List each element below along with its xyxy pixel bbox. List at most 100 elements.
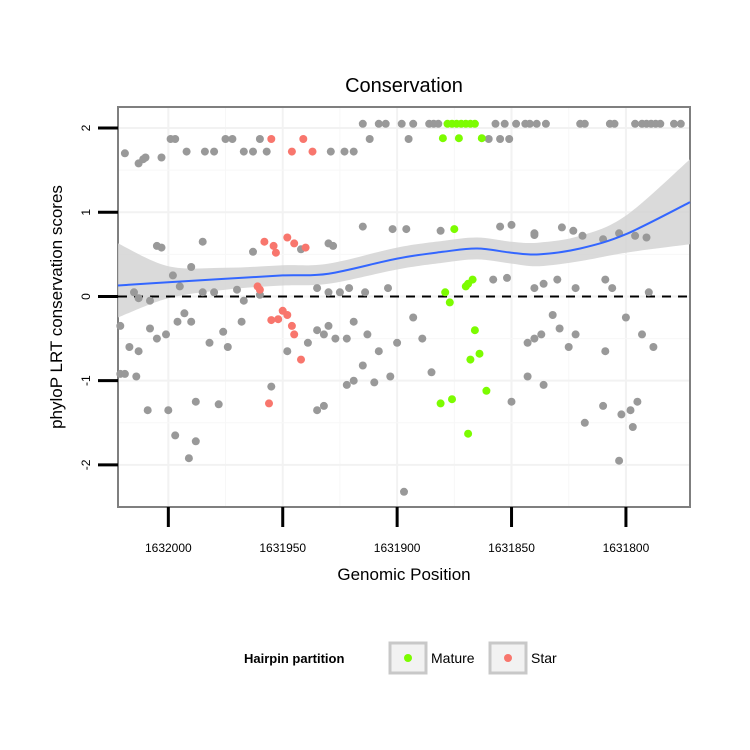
point-mature bbox=[466, 355, 475, 364]
point-star bbox=[290, 330, 299, 339]
point-mature bbox=[450, 225, 459, 234]
legend-label-mature: Mature bbox=[431, 650, 475, 666]
point-other bbox=[633, 397, 642, 406]
point-other bbox=[191, 437, 200, 446]
y-axis: -2 -1 0 1 2 bbox=[79, 124, 118, 470]
point-other bbox=[553, 275, 562, 284]
point-other bbox=[233, 285, 241, 294]
point-other bbox=[262, 147, 271, 156]
point-other bbox=[363, 330, 372, 339]
point-other bbox=[219, 327, 228, 336]
plot-panel bbox=[117, 106, 691, 508]
point-other bbox=[349, 376, 358, 385]
point-other bbox=[384, 284, 392, 293]
point-other bbox=[530, 284, 539, 293]
point-other bbox=[134, 294, 143, 303]
point-other bbox=[342, 380, 351, 389]
point-star bbox=[260, 237, 269, 246]
point-other bbox=[388, 225, 397, 234]
point-other bbox=[507, 397, 516, 406]
point-other bbox=[503, 273, 511, 282]
point-other bbox=[184, 454, 193, 463]
x-axis: 1632000 1631950 1631900 1631850 1631800 bbox=[145, 507, 650, 555]
point-mature bbox=[461, 282, 470, 291]
point-other bbox=[601, 275, 610, 284]
point-mature bbox=[448, 395, 456, 404]
point-other bbox=[324, 321, 333, 330]
point-other bbox=[141, 153, 150, 162]
point-other bbox=[361, 288, 370, 297]
point-star bbox=[267, 135, 276, 143]
point-other bbox=[326, 147, 335, 156]
point-other bbox=[349, 147, 358, 156]
point-mature bbox=[438, 134, 447, 143]
point-star bbox=[255, 285, 264, 294]
legend-star-dot bbox=[504, 654, 512, 662]
point-other bbox=[162, 330, 170, 339]
chart-title: Conservation bbox=[345, 75, 463, 97]
point-other bbox=[130, 288, 138, 297]
point-other bbox=[358, 119, 367, 128]
point-other bbox=[557, 223, 566, 232]
point-other bbox=[539, 380, 548, 389]
point-mature bbox=[482, 386, 491, 395]
point-other bbox=[530, 229, 539, 238]
y-axis-title: phyloP LRT conservation scores bbox=[47, 185, 66, 429]
data-points bbox=[116, 119, 685, 496]
point-other bbox=[143, 406, 152, 415]
point-other bbox=[491, 119, 500, 128]
point-other bbox=[345, 284, 354, 293]
point-other bbox=[532, 119, 541, 128]
point-star bbox=[271, 248, 280, 257]
point-other bbox=[331, 334, 340, 343]
point-other bbox=[191, 397, 200, 406]
point-other bbox=[571, 330, 580, 339]
point-other bbox=[319, 401, 328, 410]
point-other bbox=[409, 119, 418, 128]
point-other bbox=[507, 220, 516, 229]
point-other bbox=[168, 271, 177, 280]
point-star bbox=[287, 147, 296, 156]
point-other bbox=[198, 237, 207, 246]
confidence-ribbon bbox=[118, 159, 690, 318]
point-other bbox=[386, 372, 395, 381]
point-other bbox=[580, 418, 589, 427]
point-other bbox=[267, 382, 276, 391]
point-other bbox=[599, 401, 608, 410]
point-star bbox=[299, 135, 308, 143]
point-other bbox=[400, 487, 408, 496]
point-other bbox=[381, 119, 390, 128]
point-other bbox=[569, 226, 578, 235]
point-star bbox=[301, 243, 310, 252]
point-other bbox=[120, 149, 129, 158]
point-other bbox=[132, 372, 141, 381]
point-star bbox=[267, 316, 276, 325]
point-star bbox=[274, 315, 283, 324]
point-other bbox=[157, 153, 166, 162]
point-star bbox=[283, 233, 292, 242]
point-mature bbox=[470, 326, 479, 335]
point-mature bbox=[441, 288, 450, 297]
point-other bbox=[642, 233, 651, 242]
point-other bbox=[313, 326, 322, 335]
point-other bbox=[649, 343, 658, 351]
point-other bbox=[342, 334, 351, 343]
point-other bbox=[237, 317, 246, 326]
point-other bbox=[397, 119, 406, 128]
point-star bbox=[269, 241, 278, 250]
point-other bbox=[638, 330, 646, 339]
point-other bbox=[676, 119, 685, 128]
point-other bbox=[523, 372, 532, 381]
point-other bbox=[541, 119, 550, 128]
y-tick-label: 2 bbox=[79, 124, 93, 131]
point-mature bbox=[464, 429, 473, 438]
point-other bbox=[358, 361, 367, 370]
point-other bbox=[210, 288, 219, 297]
y-tick-label: -2 bbox=[79, 459, 93, 470]
point-other bbox=[617, 410, 626, 419]
point-other bbox=[555, 324, 564, 333]
point-other bbox=[608, 284, 617, 293]
point-mature bbox=[470, 119, 479, 128]
point-mature bbox=[436, 399, 445, 408]
point-other bbox=[628, 423, 637, 431]
